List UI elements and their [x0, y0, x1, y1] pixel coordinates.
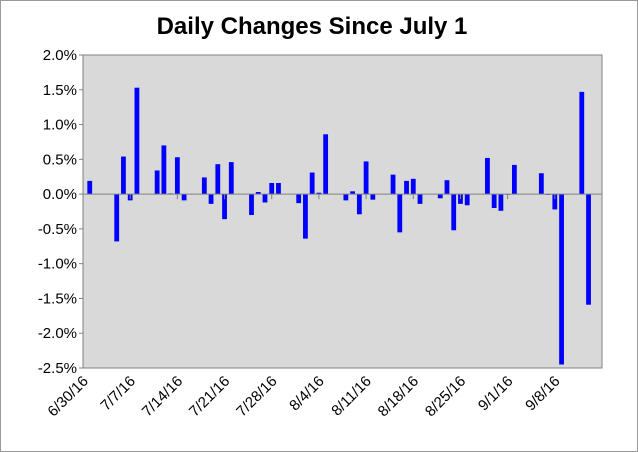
bar — [269, 182, 275, 195]
bar — [161, 145, 167, 195]
y-tick-label: 1.0% — [43, 117, 77, 134]
bar — [586, 194, 591, 305]
y-tick-label: 0.5% — [43, 151, 77, 168]
bar — [464, 194, 470, 206]
bar — [579, 91, 585, 195]
x-tick-label: 7/14/16 — [139, 373, 186, 420]
bar — [444, 180, 450, 195]
x-axis-labels: 6/30/16 7/7/16 7/14/16 7/21/16 7/28/16 8/4/16… — [44, 373, 563, 420]
bar — [343, 194, 349, 201]
bar — [316, 192, 322, 195]
bar — [154, 170, 160, 195]
x-tick-label: 7/7/16 — [97, 373, 139, 415]
x-tick-label: 9/1/16 — [475, 373, 517, 415]
bar — [181, 194, 187, 201]
bar — [276, 182, 281, 195]
bar — [417, 194, 423, 204]
bar — [296, 194, 302, 204]
y-tick-label: -1.0% — [38, 256, 77, 273]
bar — [397, 194, 403, 233]
plot-area — [82, 54, 603, 369]
y-tick-label: 0.0% — [43, 186, 77, 203]
bar — [498, 194, 504, 211]
x-tick-label: 7/21/16 — [186, 373, 233, 420]
x-tick-label: 8/11/16 — [328, 373, 375, 420]
y-tick-label: 1.5% — [43, 82, 77, 99]
bar — [222, 194, 227, 220]
bar — [255, 192, 261, 195]
bar — [121, 156, 126, 195]
x-tick-label: 9/8/16 — [522, 373, 564, 415]
bar — [249, 194, 254, 215]
x-tick-label: 8/4/16 — [286, 373, 328, 415]
x-tick-label: 6/30/16 — [44, 373, 91, 420]
bar — [228, 162, 234, 195]
y-tick-label: -2.5% — [38, 360, 77, 377]
bar — [303, 194, 308, 239]
bar — [215, 164, 221, 195]
bar — [485, 157, 490, 195]
bar — [491, 194, 497, 209]
y-tick-label: -0.5% — [38, 221, 77, 238]
y-tick-label: -2.0% — [38, 325, 77, 342]
bar — [262, 194, 268, 203]
bar — [201, 177, 207, 195]
bar — [552, 194, 558, 210]
bar — [363, 161, 369, 195]
bar — [309, 172, 315, 195]
bar — [390, 174, 396, 195]
y-tick-label: -1.5% — [38, 290, 77, 307]
x-tick-label: 8/25/16 — [422, 373, 469, 420]
x-tick-label: 7/28/16 — [233, 373, 280, 420]
bar — [437, 194, 443, 199]
bar — [87, 180, 93, 195]
bar — [323, 134, 329, 195]
chart-title: Daily Changes Since July 1 — [157, 13, 468, 40]
bar — [350, 191, 356, 195]
bar — [410, 178, 416, 195]
bar — [114, 194, 120, 242]
bar — [451, 194, 457, 231]
bar — [208, 194, 214, 204]
bar — [559, 194, 564, 365]
bar — [511, 164, 517, 195]
bar — [356, 194, 362, 215]
x-tick-label: 8/18/16 — [375, 373, 422, 420]
bar — [134, 87, 140, 195]
bar — [538, 173, 544, 195]
bar — [404, 180, 409, 195]
y-axis: 2.0% 1.5% 1.0% 0.5% 0.0% -0.5% -1.0% -1.5% -2.0%… — [38, 47, 83, 377]
y-tick-label: 2.0% — [43, 47, 77, 64]
x-axis — [82, 193, 602, 200]
bar-series — [87, 87, 591, 365]
bar — [370, 194, 376, 200]
bar — [174, 157, 180, 195]
